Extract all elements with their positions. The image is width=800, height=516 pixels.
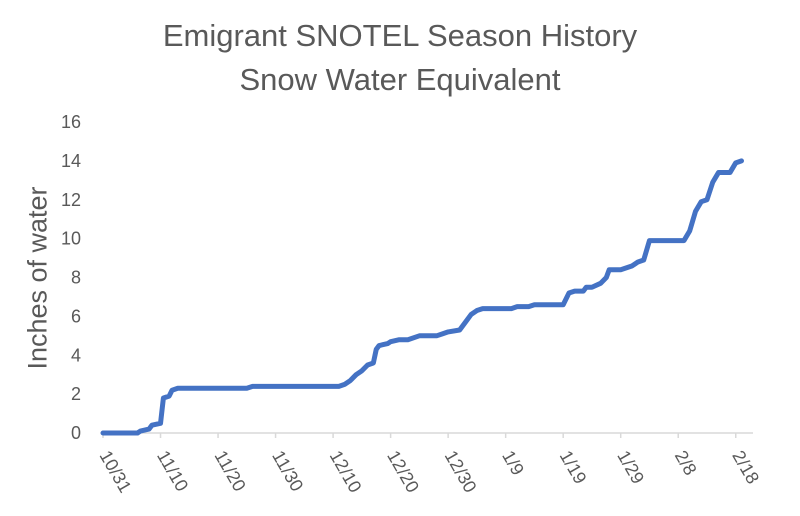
y-tick-label: 10 <box>61 229 81 249</box>
series-line <box>100 158 744 436</box>
y-tick-label: 4 <box>71 345 81 365</box>
x-tick-label: 10/31 <box>96 447 136 496</box>
x-tick-label: 1/29 <box>613 447 648 487</box>
x-tick-label: 12/10 <box>326 447 366 496</box>
y-axis-ticks: 0 2 4 6 8 10 12 14 16 <box>61 112 81 443</box>
x-tick-label: 11/30 <box>268 447 307 495</box>
x-tick-label: 12/30 <box>441 447 481 496</box>
x-axis-ticks: 10/31 11/10 11/20 11/30 12/10 12/20 12/30 1/9 1/… <box>96 433 763 496</box>
x-tick-label: 11/20 <box>211 447 250 495</box>
y-tick-label: 14 <box>61 151 81 171</box>
y-tick-label: 0 <box>71 423 81 443</box>
x-tick-label: 2/8 <box>671 447 701 479</box>
y-tick-label: 2 <box>71 384 81 404</box>
y-tick-label: 16 <box>61 112 81 132</box>
x-tick-label: 2/18 <box>728 447 763 487</box>
x-tick-label: 11/10 <box>153 447 192 495</box>
y-tick-label: 12 <box>61 190 81 210</box>
x-tick-label: 1/9 <box>498 447 528 479</box>
y-tick-label: 6 <box>71 306 81 326</box>
y-tick-label: 8 <box>71 268 81 288</box>
chart-subtitle: Snow Water Equivalent <box>239 62 561 97</box>
chart-title: Emigrant SNOTEL Season History <box>162 18 638 53</box>
x-tick-label: 1/19 <box>556 447 591 487</box>
x-tick-label: 12/20 <box>383 447 423 496</box>
